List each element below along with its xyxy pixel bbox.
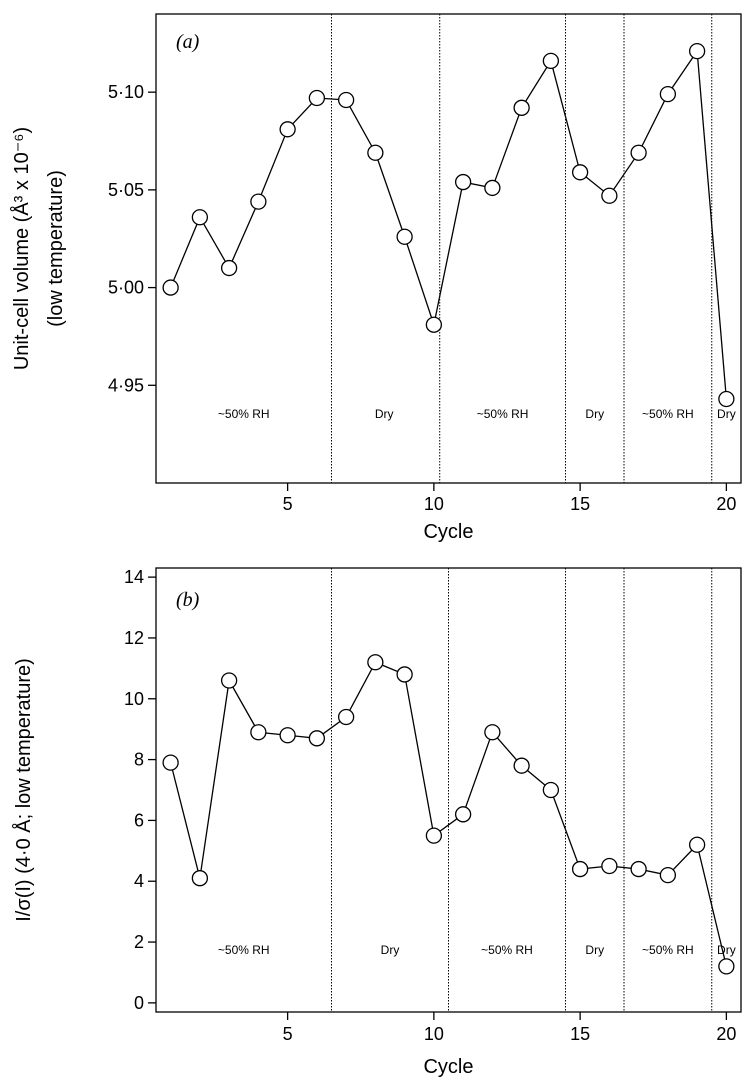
x-axis-title: Cycle: [423, 521, 473, 543]
series-line: [170, 49, 728, 400]
region-label: ~50% RH: [481, 943, 533, 957]
data-point: [425, 316, 443, 333]
y-axis-title: Unit-cell volume (Å³ x 10⁻⁶): [10, 127, 33, 370]
y-tick-label: 5·05: [108, 180, 144, 200]
data-point: [601, 857, 618, 875]
y-axis-title-line2: (low temperature): [45, 170, 67, 327]
x-tick-label: 15: [570, 1024, 590, 1044]
y-tick-label: 0: [134, 993, 144, 1013]
data-point: [571, 860, 589, 878]
panel-a-unit-cell-volume-chart: ~50% RH Dry ~50% RH Dry ~50% RH Dry 5 10 15 20 4·9…: [10, 13, 742, 543]
data-point: [513, 99, 530, 116]
region-label: Dry: [717, 943, 736, 957]
data-point: [162, 279, 179, 296]
data-point: [220, 259, 238, 277]
data-point: [630, 860, 647, 878]
data-point: [337, 708, 355, 726]
region-label: Dry: [585, 407, 604, 421]
data-point: [718, 958, 735, 975]
x-axis-title: Cycle: [423, 1056, 473, 1078]
data-point: [513, 757, 530, 774]
y-tick-label: 5·00: [108, 278, 144, 298]
panel-b-i-sigma-chart: ~50% RH Dry ~50% RH Dry ~50% RH Dry 5 10 15 20 0 2 4…: [12, 567, 742, 1078]
region-label: ~50% RH: [477, 407, 529, 421]
data-point: [542, 52, 560, 70]
data-point: [688, 42, 706, 60]
data-point: [396, 228, 413, 245]
plot-frame: [155, 567, 742, 1013]
plot-frame: [155, 13, 742, 484]
region-label: ~50% RH: [642, 943, 694, 957]
y-tick-label: 6: [134, 810, 144, 830]
data-point: [484, 724, 501, 741]
data-point: [337, 91, 355, 109]
data-point: [425, 827, 443, 844]
data-point: [220, 672, 238, 689]
data-point: [308, 730, 326, 747]
data-point: [659, 85, 677, 103]
region-label: Dry: [381, 943, 400, 957]
data-point: [367, 654, 384, 671]
data-point: [250, 193, 267, 210]
data-point: [308, 89, 326, 107]
region-label: Dry: [585, 943, 604, 957]
data-point: [279, 727, 296, 744]
x-tick-label: 20: [716, 1024, 736, 1044]
data-point: [659, 867, 677, 884]
data-point: [396, 666, 413, 683]
data-point: [454, 806, 472, 823]
y-tick-label: 8: [134, 750, 144, 770]
x-tick-label: 5: [283, 494, 293, 514]
region-label: Dry: [375, 407, 394, 421]
y-axis-title: I/σ(I) (4·0 Å; low temperature): [12, 658, 35, 922]
data-point: [718, 390, 735, 408]
data-point: [191, 870, 209, 887]
data-point: [630, 144, 647, 161]
data-point: [571, 164, 589, 181]
data-point: [279, 121, 296, 138]
region-label: ~50% RH: [642, 407, 694, 421]
y-tick-label: 10: [124, 689, 144, 709]
panel-label: (b): [176, 589, 200, 611]
data-point: [454, 173, 472, 191]
region-label: ~50% RH: [218, 943, 270, 957]
x-tick-label: 5: [283, 1024, 293, 1044]
y-tick-label: 4: [134, 871, 144, 891]
data-point: [688, 836, 706, 853]
data-point: [542, 781, 560, 799]
data-point: [191, 209, 209, 226]
data-point: [367, 144, 384, 161]
region-label: Dry: [717, 407, 736, 421]
region-label: ~50% RH: [218, 407, 270, 421]
y-tick-label: 14: [124, 567, 144, 587]
panel-label: (a): [176, 31, 200, 53]
x-tick-label: 15: [570, 494, 590, 514]
x-tick-label: 10: [424, 494, 444, 514]
data-point: [484, 179, 501, 197]
data-point: [162, 754, 179, 771]
x-tick-label: 10: [424, 1024, 444, 1044]
y-tick-label: 4·95: [108, 375, 144, 395]
x-tick-label: 20: [716, 494, 736, 514]
data-point: [601, 187, 618, 204]
y-tick-label: 2: [134, 932, 144, 952]
data-point: [250, 724, 267, 741]
y-tick-label: 5·10: [108, 82, 144, 102]
y-tick-label: 12: [124, 628, 144, 648]
